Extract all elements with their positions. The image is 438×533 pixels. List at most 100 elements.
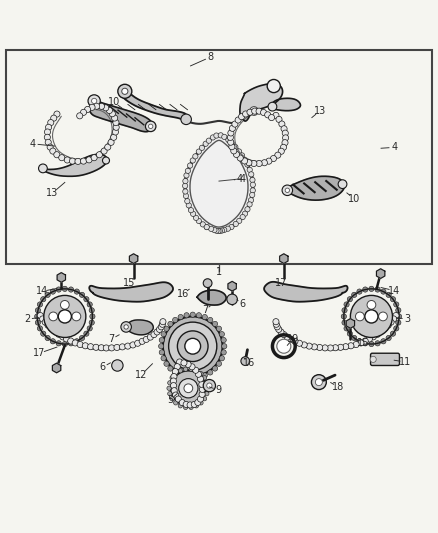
Circle shape <box>385 322 391 328</box>
Circle shape <box>375 287 380 292</box>
Circle shape <box>222 227 227 232</box>
Polygon shape <box>53 363 61 373</box>
Circle shape <box>343 344 349 350</box>
Circle shape <box>196 375 201 380</box>
Circle shape <box>173 370 178 375</box>
Polygon shape <box>185 135 253 231</box>
Circle shape <box>245 162 250 167</box>
Circle shape <box>161 356 166 361</box>
Circle shape <box>240 153 245 158</box>
Circle shape <box>311 375 326 390</box>
Circle shape <box>362 338 368 344</box>
Circle shape <box>226 138 231 143</box>
Circle shape <box>111 134 117 140</box>
Circle shape <box>46 124 52 131</box>
Circle shape <box>266 158 272 164</box>
Circle shape <box>274 324 280 330</box>
Text: 18: 18 <box>332 382 344 392</box>
Circle shape <box>251 160 257 166</box>
Circle shape <box>45 292 50 297</box>
Circle shape <box>396 320 401 325</box>
Circle shape <box>249 172 254 177</box>
Circle shape <box>198 396 204 402</box>
Circle shape <box>151 332 157 337</box>
Circle shape <box>113 119 119 126</box>
Circle shape <box>191 211 196 216</box>
Circle shape <box>221 337 226 343</box>
Circle shape <box>184 375 189 380</box>
Circle shape <box>230 125 236 132</box>
Circle shape <box>119 344 125 350</box>
Circle shape <box>200 222 205 227</box>
Circle shape <box>81 158 87 164</box>
Circle shape <box>103 345 110 351</box>
Circle shape <box>171 387 177 394</box>
Circle shape <box>99 103 105 109</box>
Circle shape <box>344 302 349 307</box>
Circle shape <box>199 145 205 150</box>
Circle shape <box>375 341 380 346</box>
Circle shape <box>195 371 201 377</box>
Circle shape <box>88 344 94 350</box>
Circle shape <box>35 320 41 325</box>
Circle shape <box>212 366 218 371</box>
Circle shape <box>178 403 183 408</box>
Circle shape <box>378 312 387 321</box>
Circle shape <box>179 400 185 406</box>
Circle shape <box>338 344 344 350</box>
Circle shape <box>170 397 174 401</box>
Circle shape <box>391 316 397 322</box>
FancyBboxPatch shape <box>371 353 399 366</box>
Circle shape <box>270 156 276 161</box>
Circle shape <box>306 343 312 349</box>
Circle shape <box>130 342 136 348</box>
Circle shape <box>98 345 104 351</box>
Text: 9: 9 <box>215 385 221 395</box>
Circle shape <box>82 343 88 349</box>
Circle shape <box>205 386 210 391</box>
Circle shape <box>268 102 277 111</box>
Circle shape <box>247 167 252 173</box>
Circle shape <box>239 114 245 120</box>
Circle shape <box>280 144 286 150</box>
Circle shape <box>352 335 357 341</box>
Circle shape <box>301 342 307 348</box>
Text: 15: 15 <box>123 278 135 288</box>
Text: 14: 14 <box>388 286 400 296</box>
Circle shape <box>367 301 376 309</box>
Circle shape <box>273 319 279 325</box>
Text: 8: 8 <box>207 52 213 62</box>
Polygon shape <box>286 176 345 200</box>
Polygon shape <box>346 319 355 328</box>
Circle shape <box>75 158 81 165</box>
Circle shape <box>185 338 201 354</box>
Polygon shape <box>270 98 300 111</box>
Circle shape <box>283 135 289 141</box>
Circle shape <box>247 202 252 207</box>
Circle shape <box>338 180 347 189</box>
Circle shape <box>60 334 66 340</box>
Circle shape <box>56 341 61 346</box>
Circle shape <box>87 302 92 307</box>
Bar <box>6 50 432 264</box>
Text: 13: 13 <box>46 188 59 198</box>
Circle shape <box>154 329 160 335</box>
Circle shape <box>250 188 255 193</box>
Circle shape <box>68 287 74 292</box>
Circle shape <box>363 287 368 292</box>
Circle shape <box>194 368 198 373</box>
Circle shape <box>256 160 262 167</box>
Circle shape <box>45 139 51 146</box>
Circle shape <box>84 296 89 302</box>
Circle shape <box>143 336 149 343</box>
Circle shape <box>276 116 282 123</box>
Circle shape <box>344 326 349 331</box>
Circle shape <box>204 224 209 230</box>
Circle shape <box>177 331 208 361</box>
Circle shape <box>370 334 376 340</box>
Circle shape <box>370 356 376 362</box>
Polygon shape <box>129 254 138 263</box>
Circle shape <box>86 157 92 163</box>
Circle shape <box>121 322 131 332</box>
Circle shape <box>178 314 183 320</box>
